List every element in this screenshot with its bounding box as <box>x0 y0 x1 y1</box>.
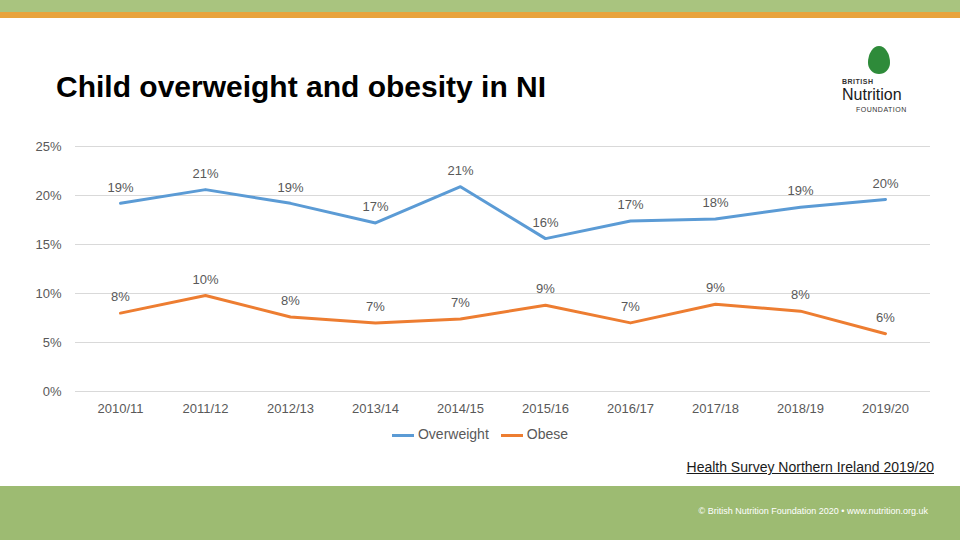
svg-text:2015/16: 2015/16 <box>522 401 569 416</box>
svg-text:2011/12: 2011/12 <box>182 401 228 416</box>
html-text:Overweight: Overweight <box>418 426 489 442</box>
svg-text:7%: 7% <box>366 299 385 314</box>
svg-text:9%: 9% <box>706 280 725 295</box>
svg-text:2019/20: 2019/20 <box>862 401 909 416</box>
html-text:Child overweight and obesity i: Child overweight and obesity in NI <box>56 70 547 103</box>
svg-text:20%: 20% <box>872 176 898 191</box>
svg-text:2013/14: 2013/14 <box>352 401 399 416</box>
svg-text:2017/18: 2017/18 <box>692 401 739 416</box>
svg-text:8%: 8% <box>111 289 130 304</box>
svg-text:2018/19: 2018/19 <box>777 401 824 416</box>
svg-text:0%: 0% <box>43 384 62 399</box>
svg-text:2010/11: 2010/11 <box>97 401 143 416</box>
svg-text:2012/13: 2012/13 <box>267 401 314 416</box>
svg-text:21%: 21% <box>192 166 218 181</box>
html-text:BRITISH: BRITISH <box>842 78 874 85</box>
svg-text:19%: 19% <box>787 183 813 198</box>
svg-text:6%: 6% <box>876 310 895 325</box>
html-text:Obese: Obese <box>526 426 568 442</box>
svg-text:7%: 7% <box>621 299 640 314</box>
svg-text:19%: 19% <box>107 180 133 195</box>
svg-text:9%: 9% <box>536 281 555 296</box>
svg-text:21%: 21% <box>447 163 473 178</box>
svg-text:18%: 18% <box>702 195 728 210</box>
svg-text:10%: 10% <box>35 286 61 301</box>
svg-text:25%: 25% <box>35 139 61 154</box>
html-text:Nutrition: Nutrition <box>842 86 902 103</box>
svg-text:16%: 16% <box>532 215 558 230</box>
svg-text:2014/15: 2014/15 <box>437 401 484 416</box>
svg-text:15%: 15% <box>35 237 61 252</box>
svg-text:17%: 17% <box>362 199 388 214</box>
svg-text:5%: 5% <box>43 335 62 350</box>
svg-text:8%: 8% <box>791 287 810 302</box>
svg-text:7%: 7% <box>451 295 470 310</box>
html-text:© British Nutrition Foundation: © British Nutrition Foundation 2020 • ww… <box>698 506 928 516</box>
svg-text:19%: 19% <box>277 180 303 195</box>
svg-text:10%: 10% <box>192 272 218 287</box>
svg-text:8%: 8% <box>281 293 300 308</box>
html-text:FOUNDATION: FOUNDATION <box>856 106 907 113</box>
svg-text:2016/17: 2016/17 <box>607 401 654 416</box>
svg-text:17%: 17% <box>617 197 643 212</box>
html-text:Health Survey Northern Ireland: Health Survey Northern Ireland 2019/20 <box>686 459 934 475</box>
svg-text:20%: 20% <box>35 188 61 203</box>
